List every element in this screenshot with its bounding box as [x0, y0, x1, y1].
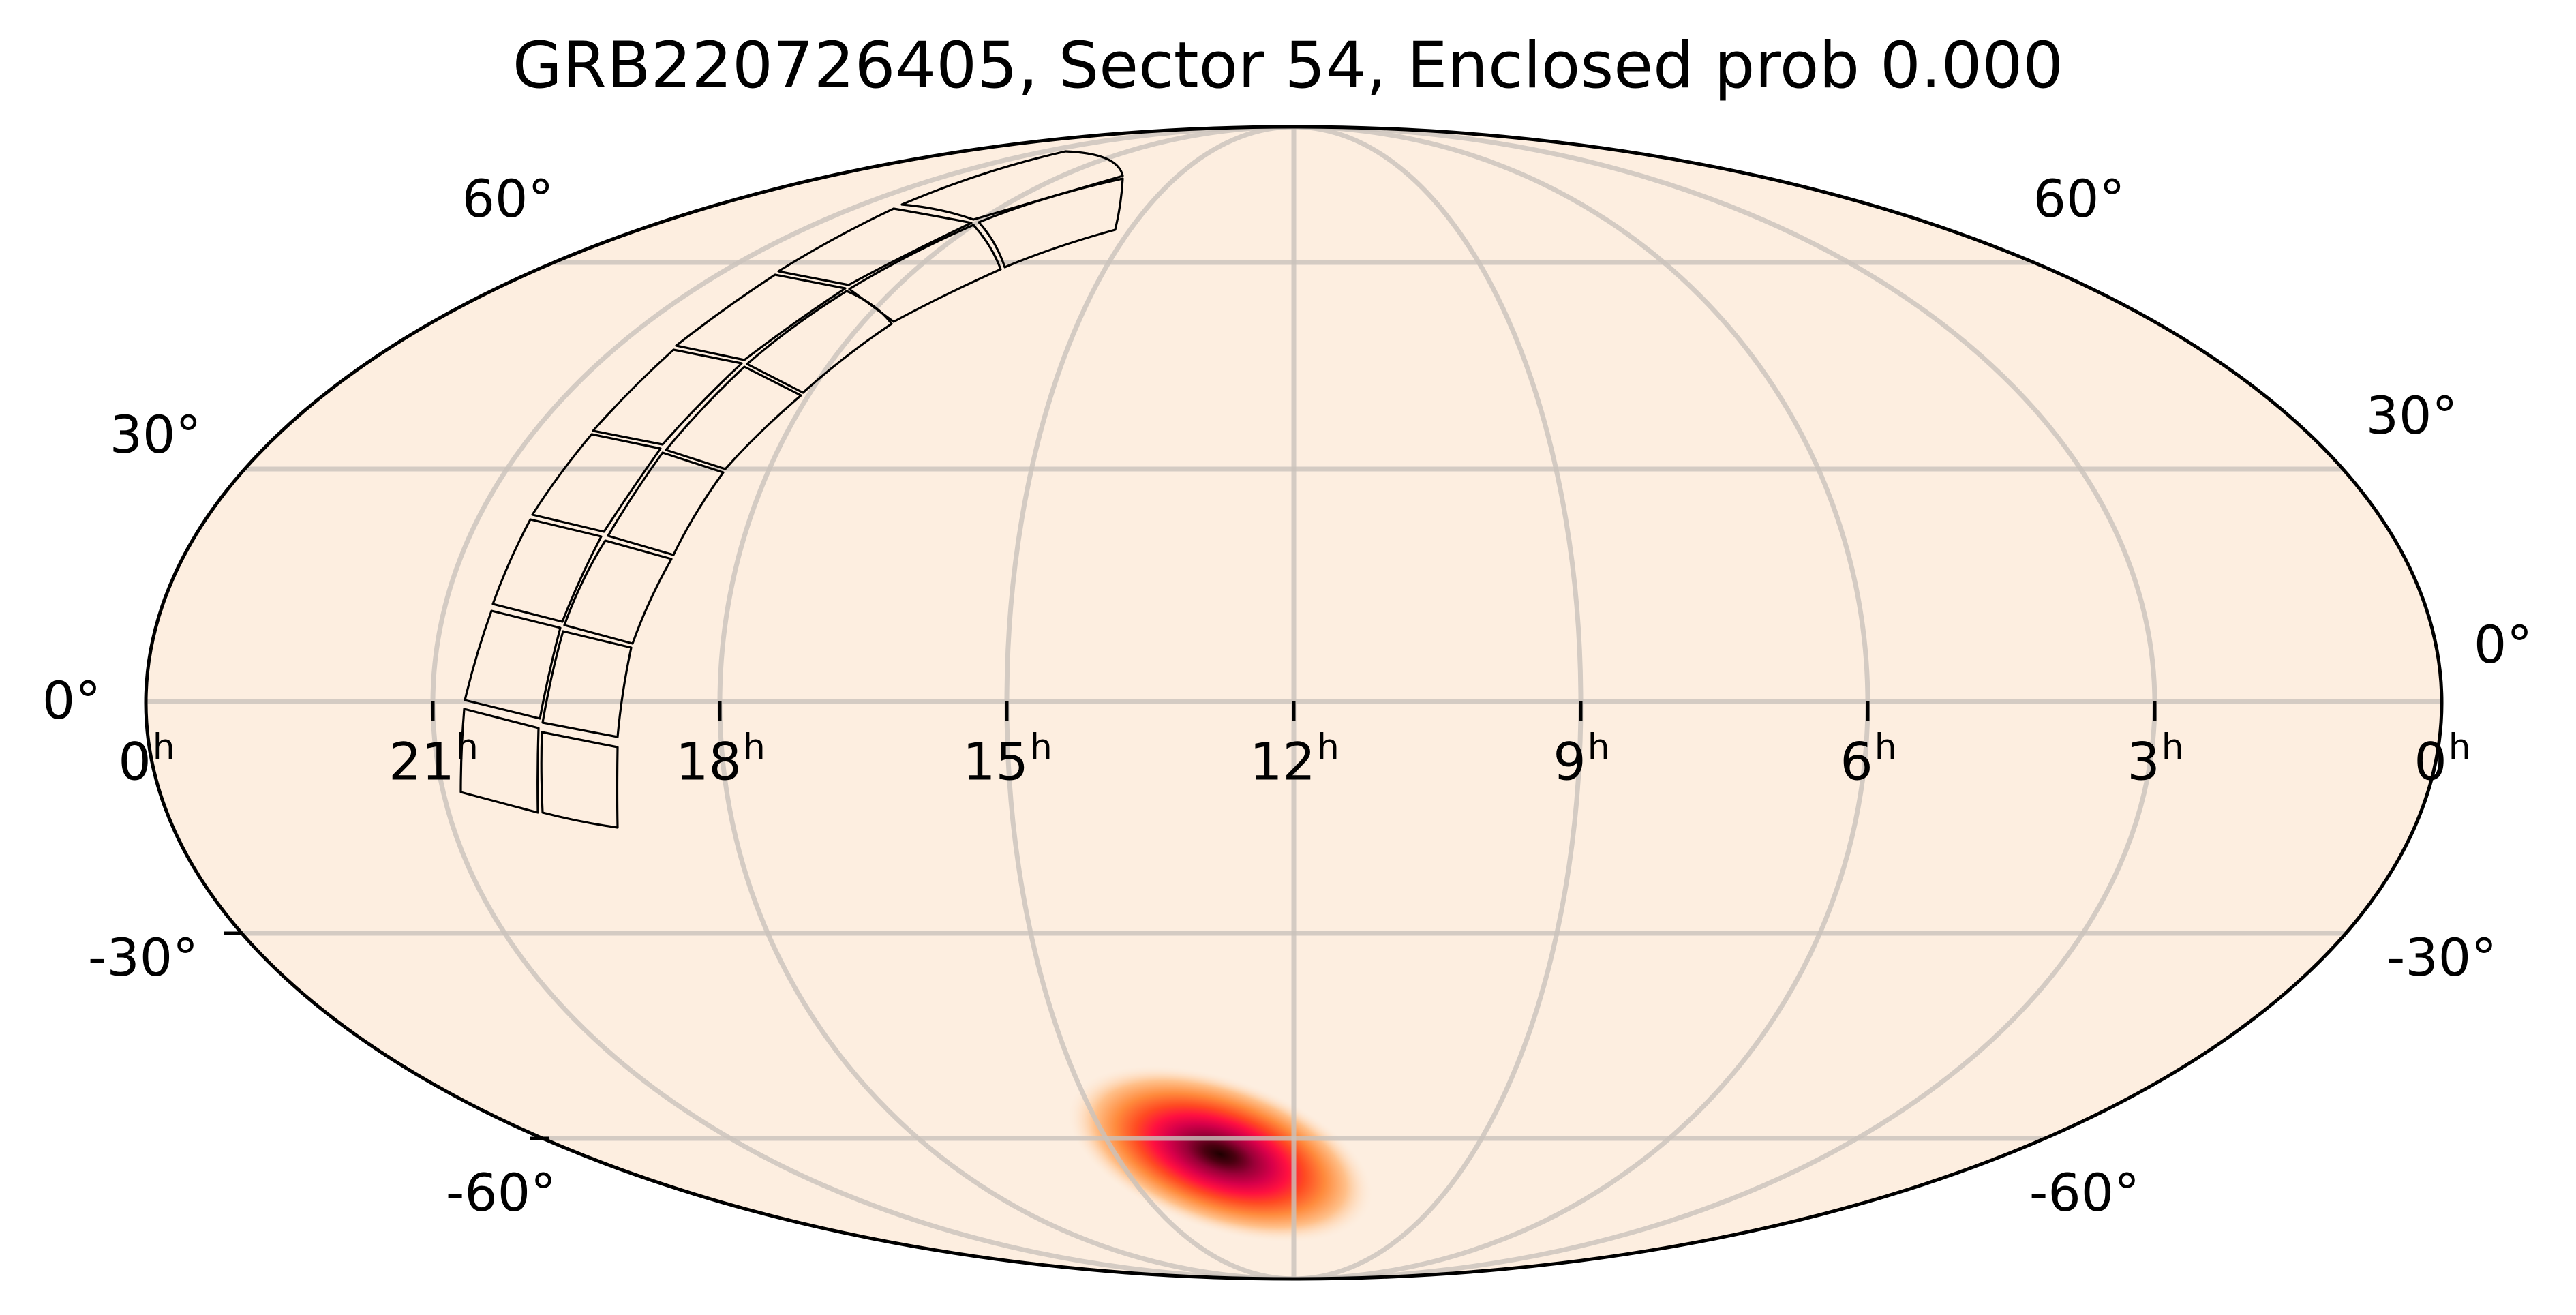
ccd	[491, 518, 603, 623]
ra-label-9h: 9h	[1553, 727, 1610, 792]
dec-ticks	[224, 931, 549, 1140]
ccd	[563, 539, 673, 645]
ccd	[848, 224, 1002, 323]
dec-label-left-30: 30°	[109, 404, 202, 465]
sky-outline	[144, 125, 2444, 1281]
dec-label-right-60: 60°	[2033, 168, 2125, 229]
ra-label-3h: 3h	[2127, 727, 2184, 792]
ccd	[675, 273, 847, 361]
ra-label-0h-left: 0h	[118, 727, 175, 792]
ccd	[978, 177, 1124, 269]
ccd	[459, 708, 540, 814]
ra-label-12h: 12h	[1249, 727, 1339, 792]
ccd	[540, 731, 619, 829]
dec-label-left-0: 0°	[42, 670, 102, 731]
ccd	[541, 630, 633, 738]
ra-label-0h-right: 0h	[2414, 727, 2471, 792]
ra-label-21h: 21h	[389, 727, 479, 792]
ccd	[777, 207, 973, 286]
dec-label-right-30: 30°	[2365, 385, 2458, 446]
ra-label-15h: 15h	[963, 727, 1052, 792]
ra-label-6h: 6h	[1840, 727, 1897, 792]
ra-ticks	[431, 701, 2157, 721]
dec-label-left-60: 60°	[461, 168, 554, 229]
ccd	[592, 348, 743, 446]
ccd	[464, 609, 562, 720]
dec-label-right-0: 0°	[2473, 614, 2533, 675]
dec-label-left-minus60: -60°	[445, 1162, 557, 1223]
ra-label-18h: 18h	[676, 727, 766, 792]
ccd	[900, 150, 1124, 221]
chart-title: GRB220726405, Sector 54, Enclosed prob 0…	[512, 29, 2064, 103]
dec-label-left-minus30: -30°	[87, 927, 199, 988]
ccd	[531, 433, 662, 533]
dec-label-right-minus30: -30°	[2386, 927, 2498, 988]
probability-blob	[1066, 1065, 1374, 1243]
ccd	[665, 365, 802, 470]
tess-sector-footprint	[459, 150, 1124, 829]
ccd	[607, 451, 725, 556]
dec-label-right-minus60: -60°	[2029, 1162, 2140, 1223]
